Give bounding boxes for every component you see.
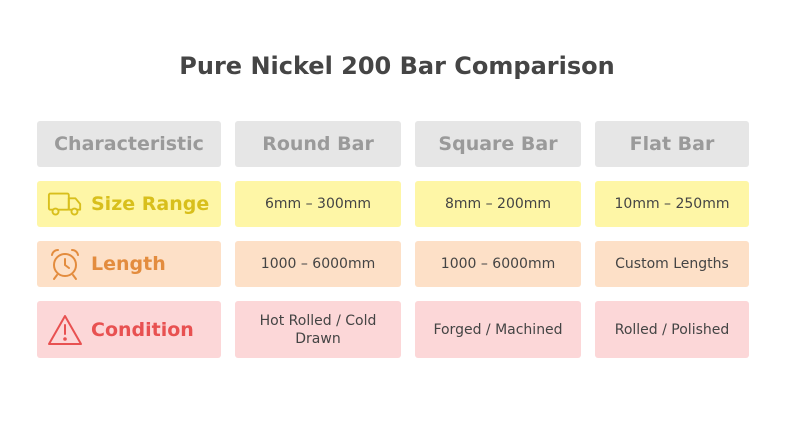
header-characteristic: Characteristic [37,121,221,167]
row-label-length: Length [37,241,221,287]
header-round-bar: Round Bar [235,121,401,167]
row-label-condition: Condition [37,301,221,358]
row-label-size-range: Size Range [37,181,221,227]
row-label-text: Length [91,253,166,275]
cell-size-range-square: 8mm – 200mm [415,181,581,227]
header-square-bar: Square Bar [415,121,581,167]
cell-length-square: 1000 – 6000mm [415,241,581,287]
cell-size-range-round: 6mm – 300mm [235,181,401,227]
cell-length-round: 1000 – 6000mm [235,241,401,287]
cell-length-flat: Custom Lengths [595,241,749,287]
cell-condition-flat: Rolled / Polished [595,301,749,358]
page-title: Pure Nickel 200 Bar Comparison [179,52,615,80]
warning-icon [47,312,83,348]
header-flat-bar: Flat Bar [595,121,749,167]
alarm-clock-icon [47,246,83,282]
truck-icon [47,186,83,222]
cell-condition-square: Forged / Machined [415,301,581,358]
cell-condition-round: Hot Rolled / Cold Drawn [235,301,401,358]
row-label-text: Condition [91,318,194,341]
row-label-text: Size Range [91,193,210,215]
cell-size-range-flat: 10mm – 250mm [595,181,749,227]
